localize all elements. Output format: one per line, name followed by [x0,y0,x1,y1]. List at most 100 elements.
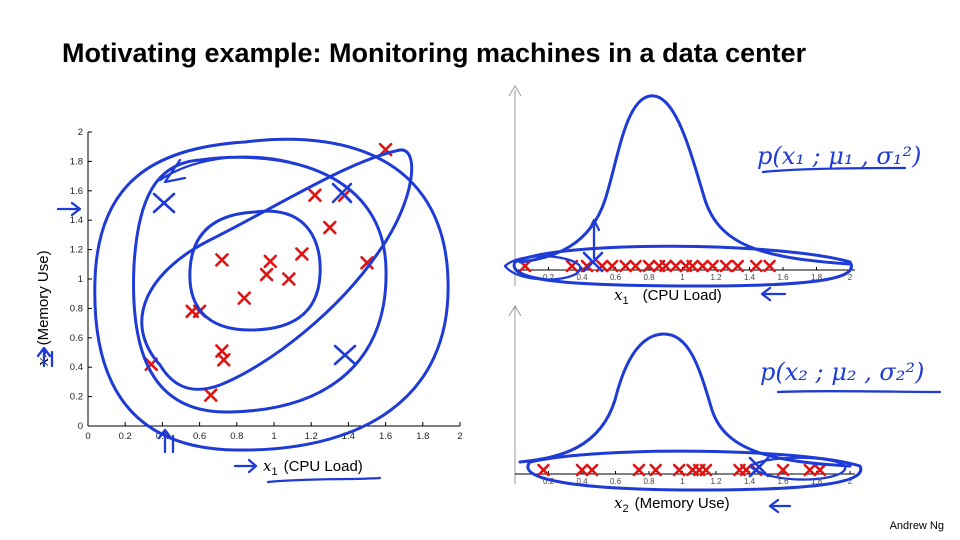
data-point [322,220,337,235]
ink-underline-x-label [266,476,382,484]
handwritten-annotations-bottom: p(x₂ ; μ₂ , σ₂²) [518,332,942,514]
y-axis-arrow [508,85,522,97]
data-point [629,259,642,273]
x-tick-label: 1.4 [744,477,756,486]
x-axis-label: x2 (Memory Use) [614,494,730,515]
ink-arrow-x-label [233,458,258,474]
y-tick-label: 0.8 [70,303,83,314]
y-tick-label: 1.2 [70,245,83,256]
data-point [215,253,229,267]
x-tick-label: 0.6 [610,477,622,486]
x-tick-label: 0 [85,431,90,442]
data-point [237,291,252,305]
data-point [580,259,594,273]
data-point [295,247,309,261]
x-tick-label: 0.8 [643,477,655,486]
ink-ellipse-x1-data [512,244,853,288]
x-tick-label: 1 [271,431,276,442]
ink-small-ellipse-x2 [748,456,847,481]
x-tick-label: 1.6 [777,477,789,486]
y-tick-label: 0.2 [70,392,83,403]
handwritten-annotations-left [36,137,450,484]
ink-arrow-x1-label [760,286,787,302]
y-axis-arrow [508,305,522,317]
ink-anomaly-x-x2 [748,456,770,478]
data-point [642,259,656,273]
data-point [686,259,699,273]
x-tick-label: 1.6 [777,273,789,282]
x-tick-label: 2 [457,431,462,442]
tick-labels: 0 0.2 0.4 0.6 0.8 1 1.2 1.4 1.6 1.8 2 0 0.2 0.4 0.6 0.8… [70,127,463,442]
y-tick-label: 0 [78,421,83,432]
x-tick-label: 0.2 [543,477,555,486]
x-tick-label: 1.6 [379,431,392,442]
x-axis-label: x1 (CPU Load) [263,457,363,478]
y-tick-label: 0.6 [70,333,83,344]
data-point [776,463,790,477]
x-tick-label: 0.2 [119,431,132,442]
data-point [696,259,709,273]
ink-middle-ellipse [132,155,388,414]
ink-arrow-up-bottom [157,428,175,454]
ink-underline-formula-x1 [761,166,907,174]
density-plot-x1: 0.2 0.4 0.6 0.8 1 1.2 1.4 1.6 1.8 2 x1 (CPU Load) [508,85,855,307]
ink-anomaly-x-lower [333,344,357,366]
x-tick-label: 1.8 [416,431,429,442]
x-tick-label: 1.2 [710,477,722,486]
ink-outer-ellipse [93,137,450,452]
data-point [706,259,719,273]
ink-arrow-up-left [36,346,54,368]
data-points [537,463,827,477]
data-point [308,188,322,203]
x-tick-label: 1 [680,273,685,282]
ink-underline-formula-x2 [776,389,942,394]
data-point [575,463,589,477]
x-tick-label: 1.4 [342,431,355,442]
tick-labels: 0.2 0.4 0.6 0.8 1 1.2 1.4 1.6 1.8 2 [543,267,853,282]
ink-anomaly-x-x1 [582,251,604,273]
data-point [585,463,599,477]
y-tick-label: 1.8 [70,156,83,167]
data-point [649,463,663,477]
data-point [282,272,296,286]
data-point [632,463,646,477]
x-tick-label: 1.8 [811,477,823,486]
x-tick-label: 2 [848,273,853,282]
x-tick-label: 0.4 [156,431,169,442]
data-point [749,259,763,273]
handwritten-annotations-top: p(x₁ ; μ₁ , σ₁²) [503,94,921,302]
x-tick-label: 0.4 [576,273,588,282]
y-tick-label: 1 [78,274,83,285]
ink-anomaly-x-center [331,182,353,204]
x-tick-label: 2 [848,477,853,486]
x-tick-label: 1.2 [305,431,318,442]
x-tick-label: 0.4 [576,477,588,486]
data-point [216,353,231,367]
density-formula-x1: p(x₁ ; μ₁ , σ₁²) [757,142,921,170]
data-point [672,463,686,477]
x-axis-label: x1 (CPU Load) [614,286,722,307]
ink-tilted-ellipse [140,148,414,391]
x-tick-label: 1.2 [710,273,722,282]
y-tick-label: 1.4 [70,215,83,226]
ink-small-ellipse-x1 [503,255,582,281]
data-point [537,463,550,477]
data-point [605,259,619,273]
data-point [699,463,713,477]
ink-ellipse-x2-data [526,449,863,492]
ink-anomaly-x-upper [152,192,176,214]
scatter-plot: 0 0.2 0.4 0.6 0.8 1 1.2 1.4 1.6 1.8 2 0 0.2 0.4 0.6 0.8… [34,127,463,478]
x-tick-label: 0.6 [610,273,622,282]
data-point [659,259,673,273]
data-point [263,254,278,269]
ink-swirl-top [158,155,292,184]
data-point [259,267,274,282]
slide-title: Motivating example: Monitoring machines … [62,38,807,68]
tick-labels: 0.2 0.4 0.6 0.8 1 1.2 1.4 1.6 1.8 2 [543,471,853,486]
ink-gaussian-curve-x1 [518,94,852,266]
ink-vertical-mark-x1 [587,218,601,260]
x-tick-label: 0.8 [643,273,655,282]
data-points [518,259,776,273]
